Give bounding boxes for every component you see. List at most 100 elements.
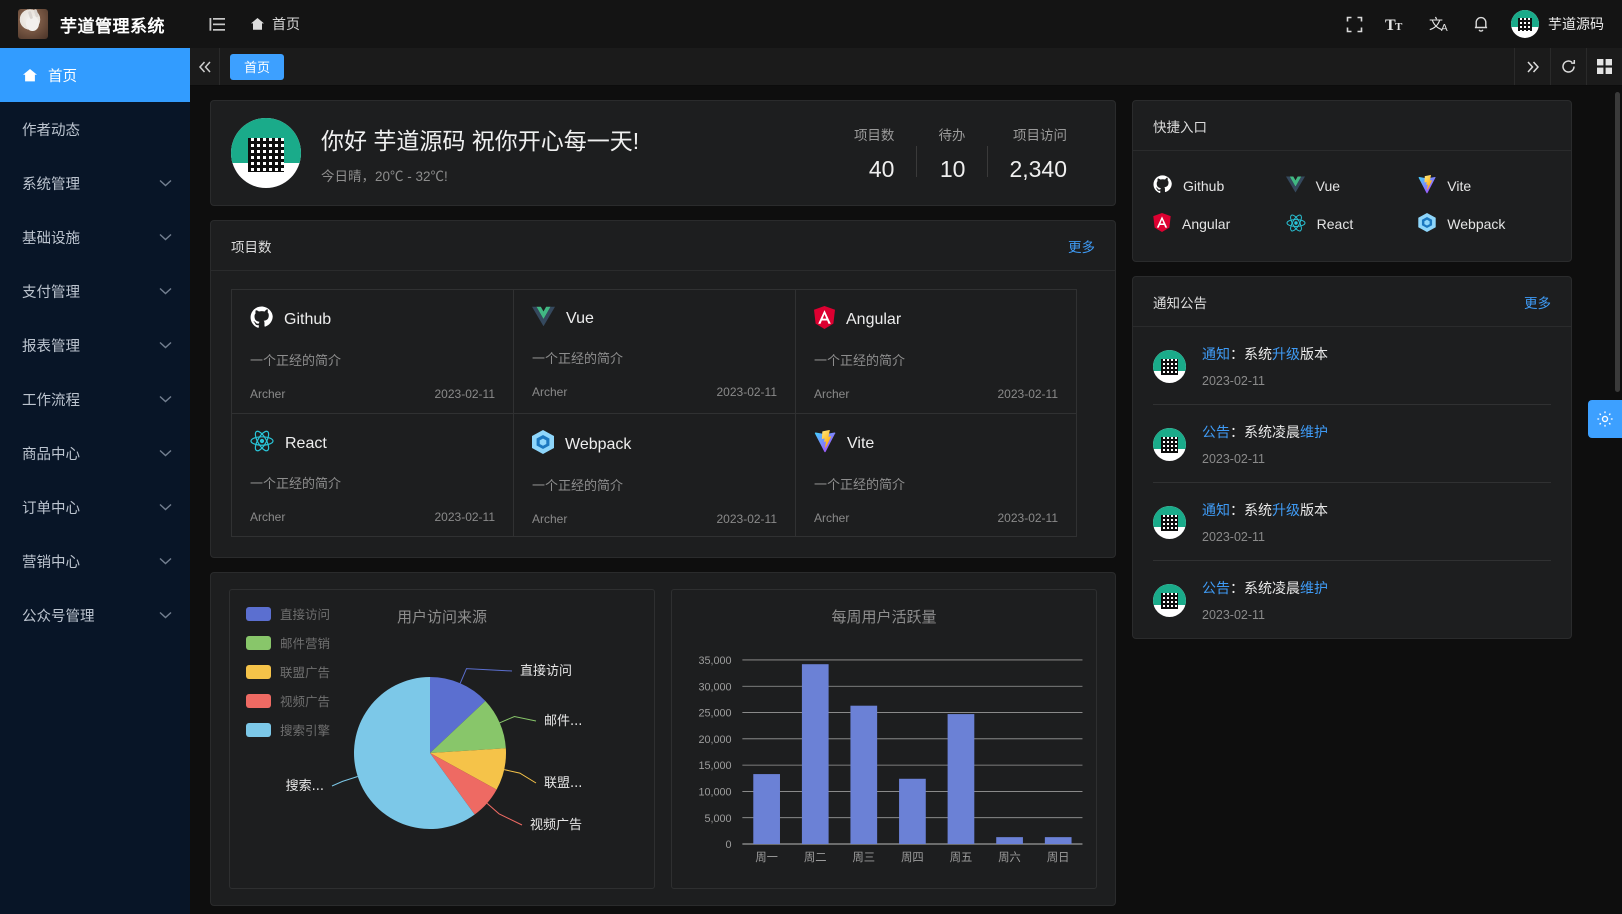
pie-slice[interactable]: [430, 753, 497, 815]
sidebar-item-workflow[interactable]: 工作流程: [0, 372, 190, 426]
tab-home[interactable]: 首页: [230, 53, 285, 80]
sidebar-item-system[interactable]: 系统管理: [0, 156, 190, 210]
brand[interactable]: 芋道管理系统: [0, 9, 190, 39]
bell-icon[interactable]: [1473, 15, 1489, 33]
grid-icon[interactable]: [1586, 48, 1622, 85]
notice-sep: ：: [1230, 580, 1244, 596]
gear-icon: [1597, 411, 1613, 427]
chevron-down-icon: [159, 503, 172, 511]
legend-item[interactable]: 搜索引擎: [246, 720, 330, 739]
notice-item[interactable]: 通知：系统升级版本 2023-02-11: [1153, 327, 1551, 405]
legend-item[interactable]: 直接访问: [246, 604, 330, 623]
sidebar-item-payment[interactable]: 支付管理: [0, 264, 190, 318]
project-author: Archer: [250, 387, 286, 401]
translate-icon[interactable]: 文 A: [1429, 15, 1451, 33]
content-scrollbar[interactable]: [1615, 92, 1620, 392]
project-card[interactable]: Vue 一个正经的简介 Archer 2023-02-11: [513, 289, 795, 413]
brand-logo-icon: [18, 9, 48, 39]
quick-item-github[interactable]: Github: [1153, 167, 1286, 205]
notice-sep: ：: [1230, 502, 1244, 518]
sidebar-item-order-center[interactable]: 订单中心: [0, 480, 190, 534]
bar[interactable]: [899, 778, 926, 844]
quick-item-angular[interactable]: Angular: [1153, 205, 1286, 243]
vite-icon: [814, 429, 836, 458]
notice-date: 2023-02-11: [1202, 452, 1266, 466]
pie-slice[interactable]: [430, 677, 486, 753]
stat-todo: 待办 10: [916, 124, 987, 183]
notice-item[interactable]: 公告：系统凌晨维护 2023-02-11: [1153, 561, 1551, 638]
sidebar-item-official-account[interactable]: 公众号管理: [0, 588, 190, 642]
notice-item[interactable]: 通知：系统升级版本 2023-02-11: [1153, 483, 1551, 561]
notice-kind: 通知: [1202, 346, 1230, 362]
menu-fold-icon[interactable]: [204, 11, 230, 37]
bar[interactable]: [801, 664, 829, 844]
settings-drawer-button[interactable]: [1588, 400, 1622, 438]
legend-item[interactable]: 联盟广告: [246, 662, 330, 681]
sidebar-item-product-center[interactable]: 商品中心: [0, 426, 190, 480]
project-name: Webpack: [565, 435, 632, 453]
project-name: React: [285, 434, 327, 452]
sidebar-item-home[interactable]: 首页: [0, 48, 190, 102]
project-card[interactable]: Github 一个正经的简介 Archer 2023-02-11: [231, 289, 513, 413]
quick-item-label: Vite: [1447, 178, 1472, 194]
charts-panel: 用户访问来源 直接访问 邮件营销: [210, 572, 1116, 906]
notice-date: 2023-02-11: [1202, 608, 1266, 622]
sidebar-item-author-news[interactable]: 作者动态: [0, 102, 190, 156]
notice-text-b: 版本: [1300, 502, 1328, 518]
project-card[interactable]: React 一个正经的简介 Archer 2023-02-11: [231, 413, 513, 537]
sidebar-item-label: 工作流程: [22, 392, 80, 409]
quick-entry-grid: Github Vue: [1133, 151, 1571, 261]
project-card[interactable]: Angular 一个正经的简介 Archer 2023-02-11: [795, 289, 1077, 413]
pie-slice[interactable]: [430, 700, 506, 753]
quick-item-vue[interactable]: Vue: [1285, 167, 1419, 205]
pie-callout-label: 联盟...: [544, 776, 582, 791]
home-icon: [251, 18, 264, 30]
project-card[interactable]: Webpack 一个正经的简介 Archer 2023-02-11: [513, 413, 795, 537]
sidebar-item-label: 营销中心: [22, 554, 80, 571]
quick-item-webpack[interactable]: Webpack: [1418, 205, 1551, 243]
chevron-double-right-icon[interactable]: [1514, 48, 1550, 85]
header-middle: 首页: [190, 11, 1346, 37]
bar[interactable]: [753, 774, 780, 844]
notices-list: 通知：系统升级版本 2023-02-11 公告：系统凌晨维护 2023-02-1…: [1133, 327, 1571, 638]
projects-more-link[interactable]: 更多: [1068, 239, 1095, 255]
chevron-double-left-icon[interactable]: [190, 48, 220, 85]
font-size-icon[interactable]: T T: [1385, 16, 1407, 33]
notice-text-a: 系统: [1244, 346, 1272, 362]
sidebar-item-marketing-center[interactable]: 营销中心: [0, 534, 190, 588]
refresh-icon[interactable]: [1550, 48, 1586, 85]
sidebar-item-label: 作者动态: [22, 122, 80, 139]
project-author: Archer: [814, 387, 850, 401]
welcome-banner: 你好 芋道源码 祝你开心每一天! 今日晴，20℃ - 32℃! 项目数 40 待…: [210, 100, 1116, 206]
quick-item-vite[interactable]: Vite: [1418, 167, 1551, 205]
pie-slice[interactable]: [430, 748, 506, 790]
quick-item-react[interactable]: React: [1286, 205, 1419, 243]
pie-callout-line: [486, 802, 523, 826]
notice-item[interactable]: 公告：系统凌晨维护 2023-02-11: [1153, 405, 1551, 483]
x-axis-tick-label: 周日: [1047, 851, 1070, 864]
pie-callout-line: [504, 769, 537, 784]
stat-label: 项目数: [853, 127, 895, 143]
bar[interactable]: [850, 705, 878, 844]
project-desc: 一个正经的简介: [814, 353, 906, 368]
bar[interactable]: [1044, 837, 1072, 844]
angular-icon: [814, 306, 835, 334]
breadcrumb[interactable]: 首页: [250, 14, 300, 34]
notice-title: 通知：系统升级版本: [1202, 500, 1551, 520]
project-card[interactable]: Vite 一个正经的简介 Archer 2023-02-11: [795, 413, 1077, 537]
bar[interactable]: [947, 714, 975, 844]
legend-item[interactable]: 视频广告: [246, 691, 330, 710]
legend-item[interactable]: 邮件营销: [246, 633, 330, 652]
fullscreen-icon[interactable]: [1346, 16, 1363, 33]
pie-callout-line: [459, 668, 513, 684]
pie-slice[interactable]: [354, 677, 475, 829]
bar[interactable]: [996, 837, 1023, 844]
x-axis-tick-label: 周六: [998, 851, 1021, 864]
sidebar-item-report[interactable]: 报表管理: [0, 318, 190, 372]
notices-more-link[interactable]: 更多: [1524, 295, 1551, 311]
pie-callout-label: 视频广告: [530, 818, 582, 833]
project-desc: 一个正经的简介: [250, 353, 342, 368]
quick-entry-title: 快捷入口: [1153, 119, 1207, 135]
user-menu[interactable]: 芋道源码: [1511, 10, 1604, 38]
sidebar-item-infrastructure[interactable]: 基础设施: [0, 210, 190, 264]
